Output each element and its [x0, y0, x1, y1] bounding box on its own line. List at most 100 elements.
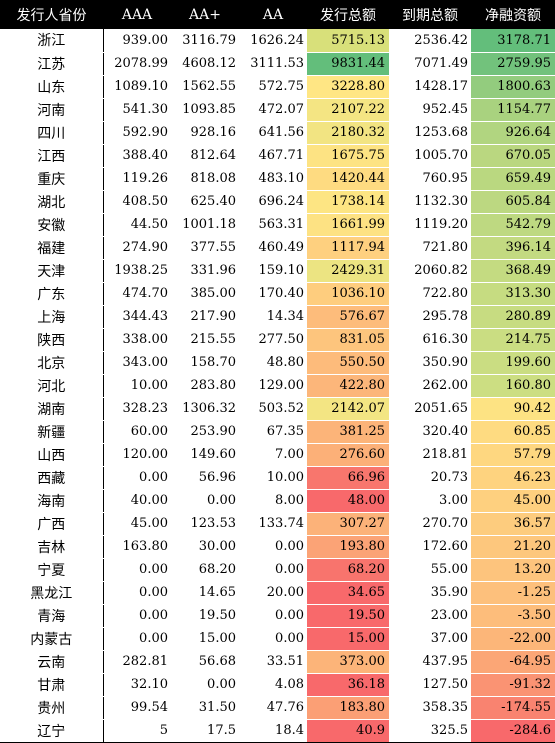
- matured-total-cell: 952.45: [389, 98, 471, 122]
- issued-total-cell: 3228.80: [307, 75, 389, 99]
- net-financing-cell: 57.79: [471, 443, 555, 467]
- province-cell: 陕西: [0, 328, 104, 352]
- aa-cell: 0.00: [239, 535, 307, 559]
- table-row: 云南 282.81 56.68 33.51 373.00 437.95 -64.95: [0, 650, 555, 674]
- matured-total-cell: 55.00: [389, 558, 471, 582]
- matured-total-cell: 218.81: [389, 443, 471, 467]
- net-financing-cell: 659.49: [471, 167, 555, 191]
- issued-total-cell: 66.96: [307, 466, 389, 490]
- table-header: 发行人省份 AAA AA+ AA 发行总额 到期总额 净融资额: [0, 0, 555, 29]
- province-cell: 贵州: [0, 696, 104, 720]
- table-row: 西藏 0.00 56.96 10.00 66.96 20.73 46.23: [0, 466, 555, 490]
- table-row: 福建 274.90 377.55 460.49 1117.94 721.80 396.14: [0, 236, 555, 260]
- aa-plus-cell: 818.08: [171, 167, 239, 191]
- net-financing-cell: 160.80: [471, 374, 555, 398]
- table-row: 上海 344.43 217.90 14.34 576.67 295.78 280.89: [0, 305, 555, 329]
- aaa-cell: 592.90: [103, 121, 171, 145]
- net-financing-cell: 1800.63: [471, 75, 555, 99]
- province-cell: 江苏: [0, 52, 104, 76]
- province-cell: 安徽: [0, 213, 104, 237]
- table-row: 河北 10.00 283.80 129.00 422.80 262.00 160.80: [0, 374, 555, 398]
- province-cell: 湖北: [0, 190, 104, 214]
- province-cell: 海南: [0, 489, 104, 513]
- net-financing-cell: 542.79: [471, 213, 555, 237]
- issued-total-cell: 34.65: [307, 581, 389, 605]
- table-row: 广东 474.70 385.00 170.40 1036.10 722.80 313.30: [0, 282, 555, 306]
- net-financing-cell: 21.20: [471, 535, 555, 559]
- issued-total-cell: 2429.31: [307, 259, 389, 283]
- province-cell: 重庆: [0, 167, 104, 191]
- aa-plus-cell: 1306.32: [171, 397, 239, 421]
- matured-total-cell: 127.50: [389, 673, 471, 697]
- table-row: 吉林 163.80 30.00 0.00 193.80 172.60 21.20: [0, 535, 555, 559]
- aa-plus-cell: 283.80: [171, 374, 239, 398]
- table-row: 安徽 44.50 1001.18 563.31 1661.99 1119.20 542.79: [0, 213, 555, 237]
- aaa-cell: 1938.25: [103, 259, 171, 283]
- matured-total-cell: 2060.82: [389, 259, 471, 283]
- net-financing-cell: 46.23: [471, 466, 555, 490]
- table-body: 浙江 939.00 3116.79 1626.24 5715.13 2536.42 3178…: [0, 29, 555, 743]
- province-cell: 黑龙江: [0, 581, 104, 605]
- aa-cell: 467.71: [239, 144, 307, 168]
- province-cell: 内蒙古: [0, 627, 104, 651]
- aa-plus-cell: 31.50: [171, 696, 239, 720]
- net-financing-cell: 90.42: [471, 397, 555, 421]
- aaa-cell: 99.54: [103, 696, 171, 720]
- net-financing-cell: -284.6: [471, 719, 555, 743]
- aaa-cell: 119.26: [103, 167, 171, 191]
- matured-total-cell: 295.78: [389, 305, 471, 329]
- header-aa: AA: [239, 0, 307, 29]
- aaa-cell: 474.70: [103, 282, 171, 306]
- province-cell: 河北: [0, 374, 104, 398]
- province-cell: 广东: [0, 282, 104, 306]
- header-row: 发行人省份 AAA AA+ AA 发行总额 到期总额 净融资额: [0, 0, 555, 29]
- net-financing-cell: -91.32: [471, 673, 555, 697]
- matured-total-cell: 37.00: [389, 627, 471, 651]
- matured-total-cell: 437.95: [389, 650, 471, 674]
- net-financing-cell: 280.89: [471, 305, 555, 329]
- aa-plus-cell: 253.90: [171, 420, 239, 444]
- aa-cell: 641.56: [239, 121, 307, 145]
- table-row: 山东 1089.10 1562.55 572.75 3228.80 1428.17 1800…: [0, 75, 555, 99]
- matured-total-cell: 721.80: [389, 236, 471, 260]
- aa-cell: 10.00: [239, 466, 307, 490]
- table-row: 辽宁 5 17.5 18.4 40.9 325.5 -284.6: [0, 719, 555, 743]
- table-row: 新疆 60.00 253.90 67.35 381.25 320.40 60.85: [0, 420, 555, 444]
- province-cell: 云南: [0, 650, 104, 674]
- aaa-cell: 40.00: [103, 489, 171, 513]
- issued-total-cell: 276.60: [307, 443, 389, 467]
- issued-total-cell: 48.00: [307, 489, 389, 513]
- aaa-cell: 32.10: [103, 673, 171, 697]
- issued-total-cell: 550.50: [307, 351, 389, 375]
- table-row: 内蒙古 0.00 15.00 0.00 15.00 37.00 -22.00: [0, 627, 555, 651]
- aa-cell: 572.75: [239, 75, 307, 99]
- matured-total-cell: 358.35: [389, 696, 471, 720]
- aa-cell: 18.4: [239, 719, 307, 743]
- net-financing-cell: 670.05: [471, 144, 555, 168]
- aaa-cell: 939.00: [103, 29, 171, 53]
- net-financing-cell: 396.14: [471, 236, 555, 260]
- aaa-cell: 44.50: [103, 213, 171, 237]
- table-row: 甘肃 32.10 0.00 4.08 36.18 127.50 -91.32: [0, 673, 555, 697]
- header-matured-total: 到期总额: [389, 0, 471, 29]
- aa-cell: 696.24: [239, 190, 307, 214]
- aa-plus-cell: 1562.55: [171, 75, 239, 99]
- table-row: 贵州 99.54 31.50 47.76 183.80 358.35 -174.55: [0, 696, 555, 720]
- table-row: 重庆 119.26 818.08 483.10 1420.44 760.95 659.49: [0, 167, 555, 191]
- aa-cell: 0.00: [239, 558, 307, 582]
- aaa-cell: 282.81: [103, 650, 171, 674]
- aa-cell: 170.40: [239, 282, 307, 306]
- net-financing-cell: -64.95: [471, 650, 555, 674]
- aa-plus-cell: 385.00: [171, 282, 239, 306]
- aaa-cell: 408.50: [103, 190, 171, 214]
- table-row: 四川 592.90 928.16 641.56 2180.32 1253.68 926.64: [0, 121, 555, 145]
- province-cell: 辽宁: [0, 719, 104, 743]
- aa-plus-cell: 1093.85: [171, 98, 239, 122]
- province-cell: 山西: [0, 443, 104, 467]
- aa-cell: 67.35: [239, 420, 307, 444]
- aa-plus-cell: 3116.79: [171, 29, 239, 53]
- header-net-financing: 净融资额: [471, 0, 555, 29]
- province-cell: 广西: [0, 512, 104, 536]
- matured-total-cell: 2536.42: [389, 29, 471, 53]
- aa-plus-cell: 812.64: [171, 144, 239, 168]
